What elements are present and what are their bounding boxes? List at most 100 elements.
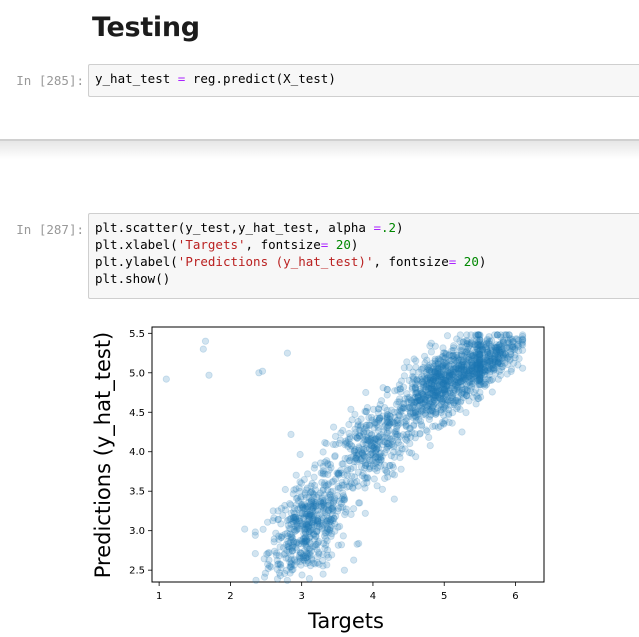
scatter-point xyxy=(441,376,449,384)
scatter-point xyxy=(290,508,298,516)
scatter-point xyxy=(315,523,323,531)
scatter-point xyxy=(360,480,368,488)
scatter-point xyxy=(351,410,359,418)
scatter-point xyxy=(364,453,372,461)
scatter-point xyxy=(315,550,323,558)
scatter-point xyxy=(291,522,299,531)
scatter-point xyxy=(412,417,420,425)
scatter-point xyxy=(394,408,402,416)
scatter-point xyxy=(457,346,465,354)
scatter-point xyxy=(340,495,349,503)
scatter-point xyxy=(434,367,442,375)
scatter-point xyxy=(426,384,434,392)
scatter-point xyxy=(317,469,325,477)
scatter-point xyxy=(329,506,337,514)
scatter-point xyxy=(506,356,514,364)
scatter-point xyxy=(440,387,449,395)
scatter-point xyxy=(362,408,370,416)
scatter-point xyxy=(313,540,321,549)
scatter-point xyxy=(441,390,450,398)
scatter-point xyxy=(282,554,290,562)
scatter-point xyxy=(497,342,505,351)
scatter-point xyxy=(445,411,453,419)
scatter-point xyxy=(303,521,311,529)
scatter-point xyxy=(441,386,449,394)
scatter-point xyxy=(357,456,365,464)
scatter-point xyxy=(415,396,423,404)
scatter-point xyxy=(308,520,316,528)
scatter-point xyxy=(396,406,404,414)
scatter-point xyxy=(346,457,354,465)
scatter-point xyxy=(341,441,349,449)
scatter-point xyxy=(304,522,313,531)
scatter-point xyxy=(495,357,503,365)
scatter-point xyxy=(377,456,385,464)
scatter-point xyxy=(378,440,387,449)
scatter-point xyxy=(449,346,457,355)
code-token: 20 xyxy=(335,237,351,252)
scatter-point xyxy=(373,445,381,453)
scatter-point xyxy=(451,364,460,372)
scatter-point xyxy=(293,522,301,530)
scatter-point xyxy=(327,521,335,529)
scatter-point xyxy=(272,551,280,559)
code-cell-285[interactable]: y_hat_test = reg.predict(X_test) xyxy=(88,64,639,97)
scatter-point xyxy=(301,533,310,541)
scatter-point xyxy=(403,430,411,439)
scatter-point xyxy=(423,388,432,396)
scatter-point xyxy=(473,361,481,369)
scatter-point xyxy=(323,546,332,554)
scatter-point xyxy=(360,436,368,444)
scatter-point xyxy=(434,387,442,396)
scatter-point xyxy=(477,364,485,372)
scatter-point xyxy=(459,358,467,366)
scatter-point xyxy=(306,510,314,518)
scatter-point xyxy=(289,513,297,521)
scatter-point xyxy=(395,398,403,406)
scatter-point xyxy=(518,340,526,348)
scatter-point xyxy=(471,371,479,379)
scatter-point xyxy=(454,361,462,369)
scatter-point xyxy=(449,351,457,359)
scatter-point xyxy=(307,497,315,505)
scatter-point xyxy=(459,374,467,382)
scatter-point xyxy=(290,504,299,512)
scatter-point xyxy=(301,537,309,545)
scatter-point xyxy=(447,384,455,392)
scatter-point xyxy=(475,353,483,361)
scatter-point xyxy=(422,395,430,404)
scatter-point xyxy=(409,422,418,430)
scatter-point xyxy=(396,404,404,413)
scatter-point xyxy=(457,378,465,386)
scatter-point xyxy=(346,433,354,441)
scatter-point xyxy=(307,503,315,511)
scatter-point xyxy=(507,348,515,356)
scatter-point xyxy=(324,460,332,469)
scatter-point xyxy=(518,364,527,372)
scatter-point xyxy=(423,402,431,410)
scatter-point xyxy=(495,367,503,375)
scatter-point xyxy=(457,373,465,381)
scatter-point xyxy=(429,401,437,410)
scatter-point xyxy=(382,445,391,454)
scatter-point xyxy=(358,450,366,458)
code-cell-287[interactable]: plt.scatter(y_test,y_hat_test, alpha =.2… xyxy=(88,213,639,299)
scatter-point xyxy=(443,396,451,404)
scatter-point xyxy=(419,388,427,396)
scatter-point xyxy=(376,453,384,461)
scatter-point xyxy=(306,526,315,534)
scatter-point xyxy=(463,331,471,339)
scatter-point xyxy=(300,539,308,547)
scatter-point xyxy=(447,365,455,374)
scatter-point xyxy=(342,505,351,513)
scatter-point xyxy=(417,394,426,403)
scatter-point xyxy=(483,345,491,353)
scatter-point xyxy=(400,418,408,426)
scatter-point xyxy=(402,414,410,422)
scatter-point xyxy=(475,340,483,349)
scatter-point xyxy=(337,503,345,511)
y-tick-label: 4.0 xyxy=(129,447,145,458)
scatter-point xyxy=(292,485,300,493)
scatter-point xyxy=(457,366,465,374)
scatter-point xyxy=(331,494,339,502)
